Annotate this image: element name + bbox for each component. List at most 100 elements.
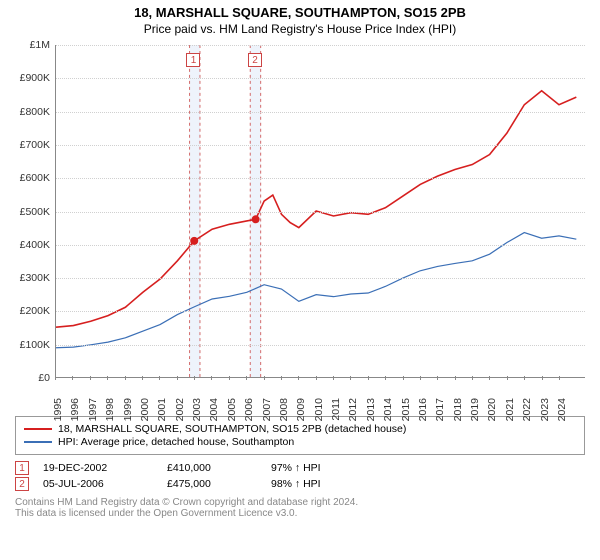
x-axis-label: 2004 bbox=[208, 398, 220, 421]
x-axis-label: 2022 bbox=[521, 398, 533, 421]
sale-price: £475,000 bbox=[167, 478, 257, 490]
x-axis-label: 2020 bbox=[486, 398, 498, 421]
x-axis-label: 2024 bbox=[556, 398, 568, 421]
plot-area bbox=[55, 45, 585, 378]
y-axis-label: £1M bbox=[10, 39, 50, 51]
legend-row: HPI: Average price, detached house, Sout… bbox=[24, 436, 576, 448]
gridline bbox=[56, 311, 585, 312]
sale-ratio: 98% ↑ HPI bbox=[271, 478, 321, 490]
x-tick bbox=[298, 376, 299, 380]
sale-date: 05-JUL-2006 bbox=[43, 478, 153, 490]
y-axis-label: £800K bbox=[10, 106, 50, 118]
y-axis-label: £0 bbox=[10, 372, 50, 384]
x-axis-label: 2021 bbox=[504, 398, 516, 421]
y-axis-label: £900K bbox=[10, 72, 50, 84]
x-tick bbox=[437, 376, 438, 380]
y-axis-label: £400K bbox=[10, 239, 50, 251]
x-axis-label: 1995 bbox=[52, 398, 64, 421]
gridline bbox=[56, 278, 585, 279]
sale-marker-dot bbox=[252, 215, 260, 223]
x-axis-label: 2016 bbox=[417, 398, 429, 421]
x-tick bbox=[194, 376, 195, 380]
x-axis-label: 2012 bbox=[347, 398, 359, 421]
footnote-line: This data is licensed under the Open Gov… bbox=[15, 508, 585, 519]
x-axis-label: 1998 bbox=[104, 398, 116, 421]
x-tick bbox=[350, 376, 351, 380]
gridline bbox=[56, 345, 585, 346]
gridline bbox=[56, 78, 585, 79]
page-subtitle: Price paid vs. HM Land Registry's House … bbox=[10, 22, 590, 36]
x-axis-label: 2017 bbox=[434, 398, 446, 421]
x-axis-label: 2019 bbox=[469, 398, 481, 421]
x-tick bbox=[368, 376, 369, 380]
x-axis-label: 2011 bbox=[330, 398, 342, 421]
title-block: 18, MARSHALL SQUARE, SOUTHAMPTON, SO15 2… bbox=[10, 5, 590, 36]
gridline bbox=[56, 145, 585, 146]
x-tick bbox=[55, 376, 56, 380]
x-tick bbox=[72, 376, 73, 380]
x-axis-label: 2000 bbox=[139, 398, 151, 421]
gridline bbox=[56, 212, 585, 213]
x-tick bbox=[264, 376, 265, 380]
series-line-hpi bbox=[56, 233, 576, 348]
x-axis-label: 1999 bbox=[122, 398, 134, 421]
x-tick bbox=[472, 376, 473, 380]
y-axis-label: £200K bbox=[10, 305, 50, 317]
sale-marker-label: 1 bbox=[186, 53, 200, 67]
legend-label: HPI: Average price, detached house, Sout… bbox=[58, 436, 294, 448]
x-tick bbox=[316, 376, 317, 380]
x-tick bbox=[281, 376, 282, 380]
x-tick bbox=[559, 376, 560, 380]
sale-row: 1 19-DEC-2002 £410,000 97% ↑ HPI bbox=[15, 461, 585, 475]
x-tick bbox=[246, 376, 247, 380]
chart: £0£100K£200K£300K£400K£500K£600K£700K£80… bbox=[10, 40, 590, 410]
x-tick bbox=[403, 376, 404, 380]
x-axis-label: 2003 bbox=[191, 398, 203, 421]
x-axis-label: 1997 bbox=[87, 398, 99, 421]
sale-index-box: 1 bbox=[15, 461, 29, 475]
x-tick bbox=[333, 376, 334, 380]
y-axis-label: £500K bbox=[10, 206, 50, 218]
x-tick bbox=[159, 376, 160, 380]
x-axis-label: 2007 bbox=[261, 398, 273, 421]
x-axis-label: 2018 bbox=[452, 398, 464, 421]
y-axis-label: £100K bbox=[10, 339, 50, 351]
x-axis-label: 1996 bbox=[69, 398, 81, 421]
sale-price: £410,000 bbox=[167, 462, 257, 474]
x-tick bbox=[90, 376, 91, 380]
gridline bbox=[56, 245, 585, 246]
page-root: 18, MARSHALL SQUARE, SOUTHAMPTON, SO15 2… bbox=[0, 0, 600, 524]
x-tick bbox=[385, 376, 386, 380]
x-axis-label: 2002 bbox=[174, 398, 186, 421]
x-axis-label: 2006 bbox=[243, 398, 255, 421]
sales-table: 1 19-DEC-2002 £410,000 97% ↑ HPI 2 05-JUL-200… bbox=[15, 461, 585, 491]
x-axis-label: 2008 bbox=[278, 398, 290, 421]
legend-row: 18, MARSHALL SQUARE, SOUTHAMPTON, SO15 2… bbox=[24, 423, 576, 435]
x-tick bbox=[420, 376, 421, 380]
x-tick bbox=[177, 376, 178, 380]
sale-marker-dot bbox=[190, 237, 198, 245]
gridline bbox=[56, 45, 585, 46]
x-tick bbox=[489, 376, 490, 380]
x-axis-label: 2009 bbox=[295, 398, 307, 421]
y-axis-label: £700K bbox=[10, 139, 50, 151]
legend-swatch bbox=[24, 428, 52, 430]
x-tick bbox=[125, 376, 126, 380]
footnote: Contains HM Land Registry data © Crown c… bbox=[15, 497, 585, 519]
x-tick bbox=[507, 376, 508, 380]
sale-row: 2 05-JUL-2006 £475,000 98% ↑ HPI bbox=[15, 477, 585, 491]
sale-date: 19-DEC-2002 bbox=[43, 462, 153, 474]
sale-index-box: 2 bbox=[15, 477, 29, 491]
footnote-line: Contains HM Land Registry data © Crown c… bbox=[15, 497, 585, 508]
sale-marker-label: 2 bbox=[248, 53, 262, 67]
sale-ratio: 97% ↑ HPI bbox=[271, 462, 321, 474]
y-axis-label: £300K bbox=[10, 272, 50, 284]
x-axis-label: 2001 bbox=[156, 398, 168, 421]
x-tick bbox=[524, 376, 525, 380]
legend-swatch bbox=[24, 441, 52, 443]
legend-label: 18, MARSHALL SQUARE, SOUTHAMPTON, SO15 2… bbox=[58, 423, 406, 435]
gridline bbox=[56, 112, 585, 113]
x-tick bbox=[107, 376, 108, 380]
x-axis-label: 2005 bbox=[226, 398, 238, 421]
page-title: 18, MARSHALL SQUARE, SOUTHAMPTON, SO15 2… bbox=[10, 5, 590, 20]
